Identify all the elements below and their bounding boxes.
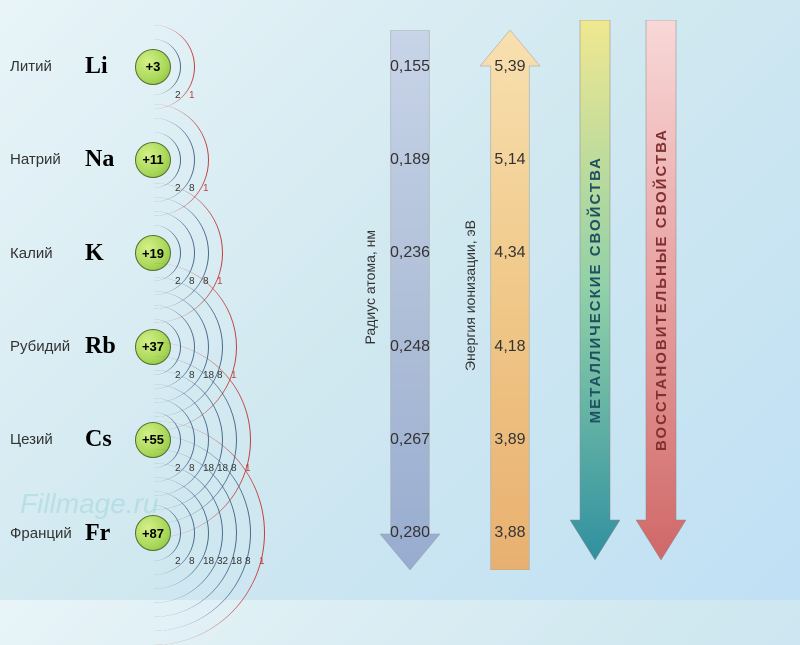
radius-value: 0,155 xyxy=(390,58,430,76)
element-name: Натрий xyxy=(10,151,85,168)
reducing-arrow-label: ВОССТАНОВИТЕЛЬНЫЕ СВОЙСТВА xyxy=(653,128,670,451)
radius-column: Радиус атома, нм 0,1550,1890,2360,2480,2… xyxy=(380,20,440,580)
shell-electron-count: 1 xyxy=(259,556,265,567)
valence-shell xyxy=(111,25,195,109)
shell-electron-count: 1 xyxy=(217,276,223,287)
radius-value: 0,189 xyxy=(390,151,430,169)
energy-value: 3,88 xyxy=(494,524,525,542)
valence-shell xyxy=(41,421,265,645)
energy-value: 5,14 xyxy=(494,151,525,169)
radius-value: 0,280 xyxy=(390,524,430,542)
shell-electron-count: 1 xyxy=(203,183,209,194)
main-container: ЛитийLi+321НатрийNa+11281КалийK+192881Ру… xyxy=(0,0,800,600)
element-row: ЛитийLi+321 xyxy=(10,23,350,111)
reducing-arrow: ВОССТАНОВИТЕЛЬНЫЕ СВОЙСТВА xyxy=(636,20,686,560)
shell-electron-count: 1 xyxy=(189,90,195,101)
energy-axis-label: Энергия ионизации, эВ xyxy=(462,220,478,371)
metallic-arrow-label: МЕТАЛЛИЧЕСКИЕ СВОЙСТВА xyxy=(587,156,604,423)
atom-diagram: +872818321881 xyxy=(125,493,350,573)
radius-axis-label: Радиус атома, нм xyxy=(362,230,378,344)
radius-value: 0,248 xyxy=(390,338,430,356)
element-row: ФранцийFr+872818321881 xyxy=(10,489,350,577)
energy-value: 3,89 xyxy=(494,431,525,449)
radius-value: 0,236 xyxy=(390,244,430,262)
radius-value: 0,267 xyxy=(390,431,430,449)
metallic-arrow: МЕТАЛЛИЧЕСКИЕ СВОЙСТВА xyxy=(570,20,620,560)
element-name: Литий xyxy=(10,58,85,75)
energy-column: Энергия ионизации, эВ 5,395,144,344,183,… xyxy=(480,20,540,580)
atom-diagram: +321 xyxy=(125,27,350,107)
shell-electron-count: 1 xyxy=(231,370,237,381)
energy-value: 5,39 xyxy=(494,58,525,76)
element-name: Калий xyxy=(10,245,85,262)
energy-value: 4,18 xyxy=(494,338,525,356)
energy-value: 4,34 xyxy=(494,244,525,262)
elements-column: ЛитийLi+321НатрийNa+11281КалийK+192881Ру… xyxy=(10,20,350,580)
